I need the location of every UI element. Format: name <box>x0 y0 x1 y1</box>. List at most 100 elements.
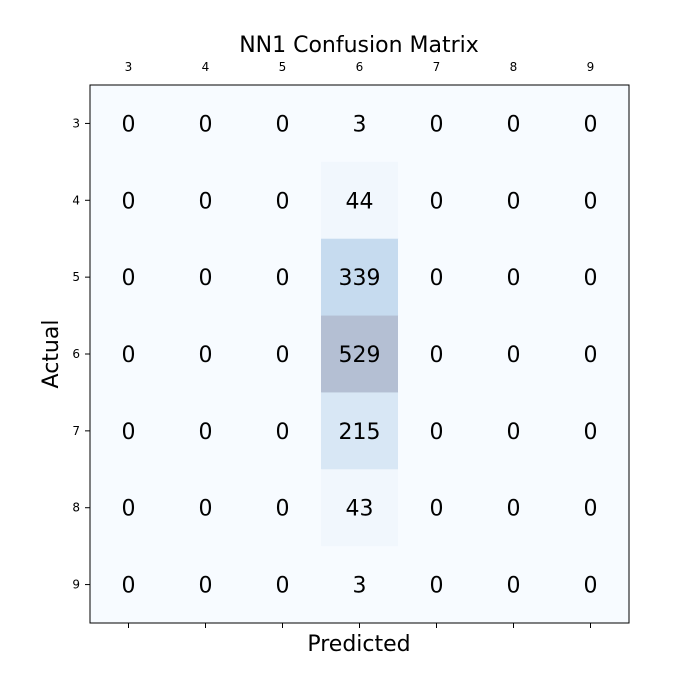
cell-value-label-6-4: 0 <box>199 343 213 368</box>
cell-value-label-4-5: 0 <box>276 189 290 214</box>
heatmap-cell-6-6 <box>321 315 399 393</box>
heatmap-cell-7-4 <box>167 392 245 470</box>
heatmap-cell-4-5 <box>244 161 322 240</box>
heatmap-cell-8-8 <box>475 469 553 547</box>
chart-title: NN1 Confusion Matrix <box>239 33 479 58</box>
cell-value-label-7-4: 0 <box>199 420 213 445</box>
cell-value-label-9-9: 0 <box>584 574 598 599</box>
cell-value-label-8-8: 0 <box>507 497 521 522</box>
heatmap-cell-7-9 <box>552 392 630 470</box>
heatmap-cell-4-9 <box>552 161 630 240</box>
heatmap-cell-9-7 <box>398 546 476 624</box>
cell-value-label-8-5: 0 <box>276 497 290 522</box>
cell-value-label-9-6: 3 <box>353 574 367 599</box>
cell-value-label-8-4: 0 <box>199 497 213 522</box>
heatmap-cell-5-7 <box>398 238 476 317</box>
cell-value-label-4-7: 0 <box>430 189 444 214</box>
heatmap-cell-5-5 <box>244 238 322 317</box>
x-axis-label: Predicted <box>307 632 410 657</box>
cell-value-label-3-7: 0 <box>430 112 444 137</box>
x-tick-label-9: 9 <box>587 60 595 74</box>
cell-value-label-7-8: 0 <box>507 420 521 445</box>
heatmap-cell-6-5 <box>244 315 322 393</box>
cell-value-label-3-6: 3 <box>353 112 367 137</box>
y-tick-label-4: 4 <box>72 193 80 207</box>
cell-value-label-3-5: 0 <box>276 112 290 137</box>
cell-value-label-7-5: 0 <box>276 420 290 445</box>
cell-value-label-3-3: 0 <box>122 112 136 137</box>
heatmap-cell-3-7 <box>398 85 476 163</box>
x-tick-label-8: 8 <box>510 60 518 74</box>
heatmap-cell-7-3 <box>90 392 168 470</box>
cell-value-label-5-8: 0 <box>507 266 521 291</box>
heatmap-cell-8-4 <box>167 469 245 547</box>
heatmap-cell-6-9 <box>552 315 630 393</box>
y-tick-label-5: 5 <box>72 270 80 284</box>
heatmap-cell-7-7 <box>398 392 476 470</box>
heatmap-cell-3-4 <box>167 85 245 163</box>
heatmap-cell-5-3 <box>90 238 168 317</box>
heatmap-cell-8-7 <box>398 469 476 547</box>
heatmap-cell-7-8 <box>475 392 553 470</box>
heatmap-cell-8-6 <box>321 469 399 547</box>
x-tick-label-5: 5 <box>279 60 287 74</box>
cell-value-label-4-3: 0 <box>122 189 136 214</box>
cell-value-label-5-6: 339 <box>339 266 381 291</box>
cell-value-label-7-9: 0 <box>584 420 598 445</box>
cell-value-label-6-6: 529 <box>339 343 381 368</box>
cell-value-label-3-9: 0 <box>584 112 598 137</box>
heatmap-cell-6-8 <box>475 315 553 393</box>
y-axis-ticks: 3 4 5 6 7 8 9 <box>72 116 90 592</box>
cell-value-label-4-4: 0 <box>199 189 213 214</box>
heatmap-cell-5-4 <box>167 238 245 317</box>
heatmap-cell-9-6 <box>321 546 399 624</box>
x-tick-label-7: 7 <box>433 60 441 74</box>
y-tick-label-8: 8 <box>72 501 80 515</box>
heatmap-cell-8-9 <box>552 469 630 547</box>
cell-value-label-7-3: 0 <box>122 420 136 445</box>
cell-value-label-6-9: 0 <box>584 343 598 368</box>
heatmap-cell-9-9 <box>552 546 630 624</box>
heatmap-cell-5-8 <box>475 238 553 317</box>
cell-value-label-5-7: 0 <box>430 266 444 291</box>
heatmap-cell-3-6 <box>321 85 399 163</box>
cell-value-label-7-6: 215 <box>339 420 381 445</box>
heatmap-cell-8-5 <box>244 469 322 547</box>
cell-value-label-6-3: 0 <box>122 343 136 368</box>
heatmap-cell-7-6 <box>321 392 399 470</box>
cell-value-label-5-4: 0 <box>199 266 213 291</box>
x-tick-label-4: 4 <box>202 60 210 74</box>
cell-value-label-5-3: 0 <box>122 266 136 291</box>
cell-value-label-5-9: 0 <box>584 266 598 291</box>
y-tick-label-7: 7 <box>72 424 80 438</box>
cell-value-label-8-6: 43 <box>346 497 374 522</box>
cell-value-label-6-5: 0 <box>276 343 290 368</box>
y-axis-label: Actual <box>39 320 64 389</box>
cell-value-label-6-7: 0 <box>430 343 444 368</box>
cell-value-label-9-7: 0 <box>430 574 444 599</box>
cell-value-label-4-6: 44 <box>346 189 374 214</box>
x-tick-label-6: 6 <box>356 60 364 74</box>
cell-value-label-7-7: 0 <box>430 420 444 445</box>
heatmap-cell-9-5 <box>244 546 322 624</box>
x-axis-ticks: 3 4 5 6 7 8 9 <box>125 60 595 628</box>
cell-value-label-8-3: 0 <box>122 497 136 522</box>
cell-value-label-4-9: 0 <box>584 189 598 214</box>
y-tick-label-6: 6 <box>72 347 80 361</box>
heatmap-cell-4-6 <box>321 161 399 240</box>
heatmap-cell-9-3 <box>90 546 168 624</box>
heatmap-cell-5-6 <box>321 238 399 317</box>
heatmap-cell-4-3 <box>90 161 168 240</box>
cell-value-label-9-5: 0 <box>276 574 290 599</box>
cell-value-label-8-7: 0 <box>430 497 444 522</box>
heatmap-cell-4-4 <box>167 161 245 240</box>
heatmap-cell-9-8 <box>475 546 553 624</box>
heatmap-cell-3-5 <box>244 85 322 163</box>
cell-value-label-3-4: 0 <box>199 112 213 137</box>
heatmap-cell-9-4 <box>167 546 245 624</box>
y-tick-label-3: 3 <box>72 116 80 130</box>
heatmap-cell-3-9 <box>552 85 630 163</box>
heatmap-cell-3-8 <box>475 85 553 163</box>
cell-value-label-8-9: 0 <box>584 497 598 522</box>
